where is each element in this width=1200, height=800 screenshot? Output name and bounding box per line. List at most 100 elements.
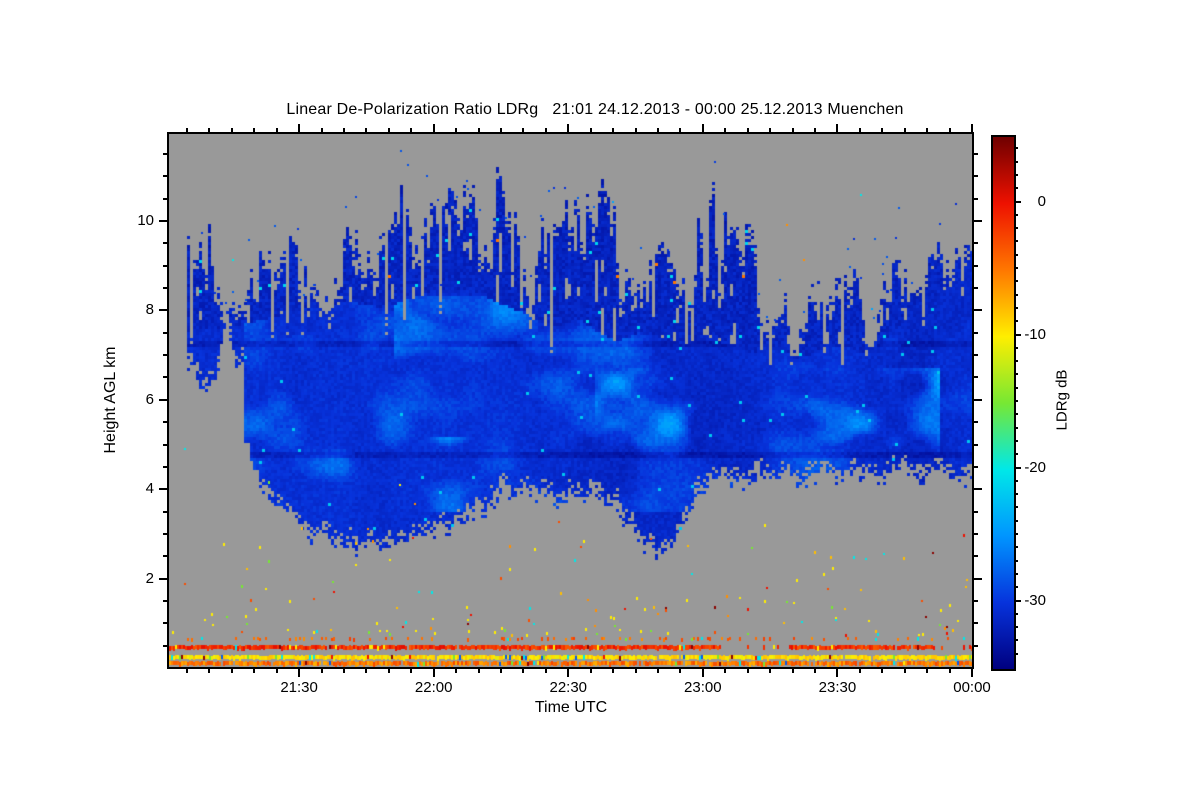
x-major-tick — [836, 124, 839, 132]
y-minor-tick — [974, 354, 978, 357]
colorbar-minor-tick — [1015, 160, 1018, 163]
x-minor-tick — [477, 128, 480, 132]
colorbar-label: LDRg dB — [1053, 369, 1071, 431]
y-tick-label: 4 — [145, 480, 154, 498]
colorbar-minor-tick — [1015, 493, 1018, 496]
colorbar-minor-tick — [1015, 506, 1018, 509]
colorbar-major-tick — [1015, 333, 1021, 336]
x-tick-label: 22:00 — [414, 679, 453, 696]
colorbar-minor-tick — [1015, 360, 1018, 363]
colorbar-minor-tick — [1015, 519, 1018, 522]
colorbar-minor-tick — [1015, 320, 1018, 323]
x-minor-tick — [455, 128, 458, 132]
y-minor-tick — [163, 555, 167, 558]
colorbar-minor-tick — [1015, 426, 1018, 429]
x-minor-tick — [948, 128, 951, 132]
x-minor-tick — [230, 669, 233, 673]
x-minor-tick — [881, 669, 884, 673]
y-major-tick — [974, 577, 982, 580]
colorbar-minor-tick — [1015, 267, 1018, 269]
x-minor-tick — [499, 128, 502, 132]
colorbar-minor-tick — [1015, 240, 1018, 243]
y-minor-tick — [974, 555, 978, 558]
x-minor-tick — [185, 669, 188, 673]
x-minor-tick — [455, 669, 458, 673]
x-minor-tick — [813, 128, 816, 132]
y-minor-tick — [974, 264, 978, 267]
x-minor-tick — [948, 669, 951, 673]
x-major-tick — [971, 124, 973, 132]
y-minor-tick — [974, 287, 978, 290]
y-minor-tick — [163, 644, 167, 647]
colorbar-minor-tick — [1015, 173, 1018, 176]
x-major-tick — [971, 669, 973, 677]
x-minor-tick — [365, 669, 368, 673]
x-minor-tick — [342, 669, 345, 673]
colorbar-minor-tick — [1015, 373, 1018, 376]
x-minor-tick — [791, 669, 794, 673]
x-tick-label: 23:30 — [818, 679, 857, 696]
x-minor-tick — [275, 669, 278, 673]
colorbar-minor-tick — [1015, 546, 1018, 549]
x-minor-tick — [410, 128, 413, 132]
y-minor-tick — [163, 443, 167, 446]
x-minor-tick — [522, 669, 525, 673]
colorbar-major-tick — [1015, 200, 1021, 203]
colorbar-minor-tick — [1015, 453, 1018, 456]
x-minor-tick — [813, 669, 816, 673]
y-major-tick — [974, 220, 982, 222]
colorbar-minor-tick — [1015, 479, 1018, 482]
x-major-tick — [567, 124, 570, 132]
x-minor-tick — [410, 669, 413, 673]
y-minor-tick — [163, 287, 167, 290]
colorbar-minor-tick — [1015, 187, 1018, 190]
x-minor-tick — [679, 669, 682, 673]
x-minor-tick — [544, 128, 547, 132]
x-minor-tick — [656, 669, 659, 673]
x-minor-tick — [903, 128, 906, 132]
y-major-tick — [159, 577, 167, 580]
colorbar-minor-tick — [1015, 586, 1018, 589]
x-minor-tick — [230, 128, 233, 132]
y-minor-tick — [974, 622, 978, 625]
y-minor-tick — [974, 599, 978, 602]
y-minor-tick — [974, 331, 978, 334]
y-major-tick — [159, 398, 167, 401]
colorbar — [991, 135, 1016, 671]
colorbar-tick-label: -20 — [1024, 458, 1046, 476]
colorbar-minor-tick — [1015, 413, 1018, 416]
y-tick-label: 6 — [145, 390, 154, 408]
x-major-tick — [298, 669, 301, 677]
x-major-tick — [701, 124, 704, 132]
y-major-tick — [159, 220, 167, 222]
y-tick-label: 2 — [145, 569, 154, 587]
y-minor-tick — [974, 532, 978, 535]
x-major-tick — [701, 669, 704, 677]
x-minor-tick — [791, 128, 794, 132]
colorbar-minor-tick — [1015, 227, 1018, 230]
x-major-tick — [836, 669, 839, 677]
colorbar-minor-tick — [1015, 147, 1018, 150]
x-minor-tick — [522, 128, 525, 132]
y-minor-tick — [163, 264, 167, 267]
x-tick-label: 23:00 — [684, 679, 722, 696]
colorbar-minor-tick — [1015, 626, 1018, 629]
x-minor-tick — [634, 128, 637, 132]
colorbar-minor-tick — [1015, 346, 1018, 349]
x-minor-tick — [589, 128, 592, 132]
y-minor-tick — [163, 354, 167, 357]
y-minor-tick — [163, 532, 167, 535]
x-major-tick — [298, 124, 301, 132]
x-minor-tick — [724, 128, 727, 132]
y-minor-tick — [974, 510, 978, 513]
x-minor-tick — [746, 128, 749, 132]
y-minor-tick — [163, 331, 167, 334]
y-minor-tick — [974, 644, 978, 647]
chart-title: Linear De-Polarization Ratio LDRg 21:01 … — [286, 101, 904, 118]
colorbar-minor-tick — [1015, 386, 1018, 389]
y-minor-tick — [163, 197, 167, 200]
y-tick-label: 8 — [145, 301, 154, 319]
x-minor-tick — [656, 128, 659, 132]
colorbar-tick-label: 0 — [1037, 192, 1046, 210]
